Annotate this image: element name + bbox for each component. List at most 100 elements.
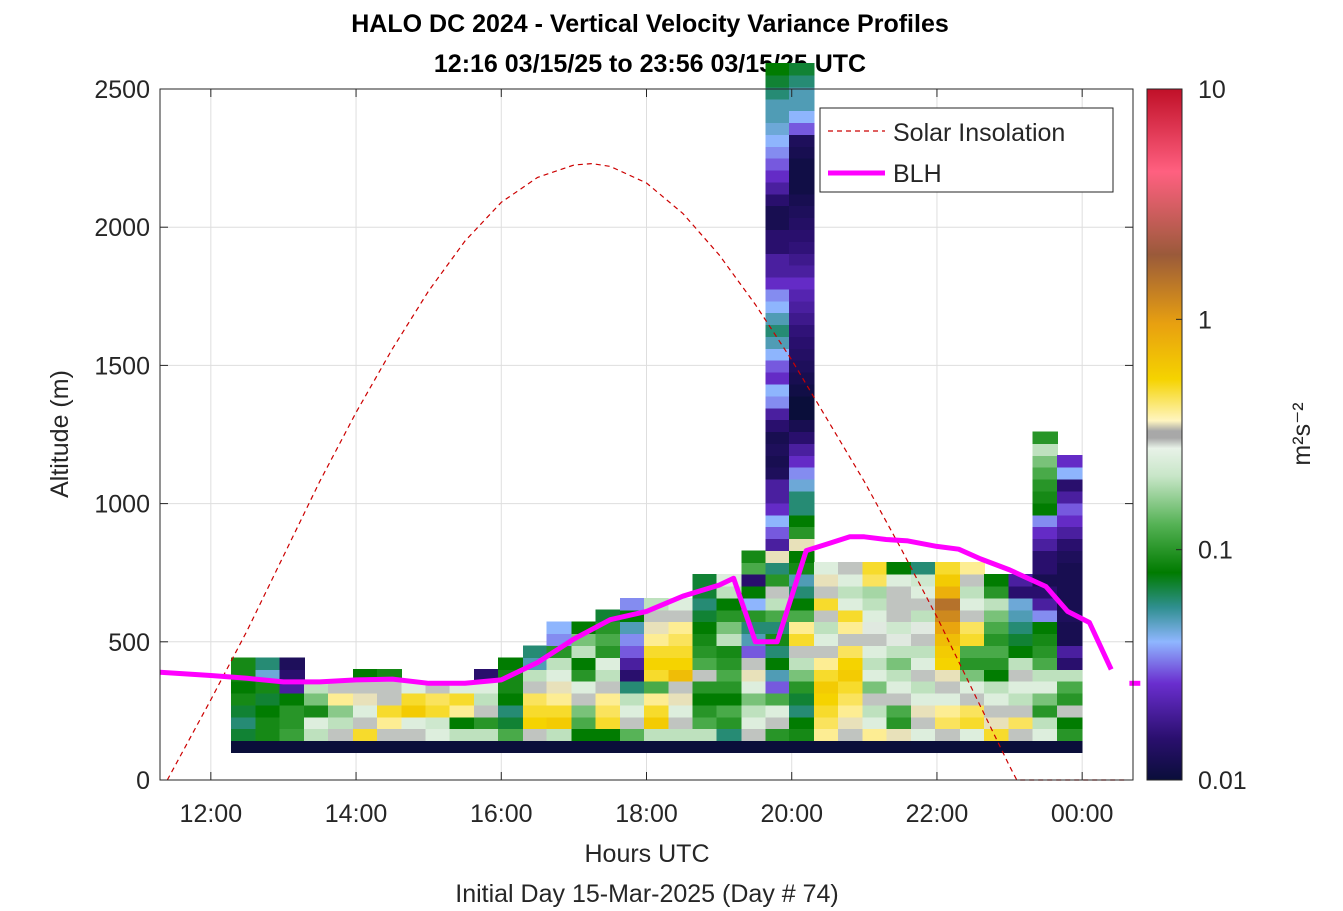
heatmap-cell <box>789 348 815 361</box>
heatmap-cell <box>983 740 1010 753</box>
heatmap-cell <box>1008 704 1034 718</box>
heatmap-cell <box>1032 692 1058 706</box>
heatmap-cell <box>692 692 718 706</box>
heatmap-cell <box>620 597 646 611</box>
heatmap-cell <box>425 704 451 718</box>
heatmap-cell <box>765 181 791 195</box>
heatmap-cell <box>886 669 912 682</box>
heatmap-cell <box>1057 479 1083 492</box>
heatmap-cell <box>789 395 815 409</box>
heatmap-cell <box>935 621 961 635</box>
heatmap-cell <box>789 490 815 504</box>
heatmap-cell <box>765 645 791 658</box>
heatmap-cell <box>1008 585 1034 599</box>
y-tick-label: 2500 <box>94 76 150 104</box>
heatmap-cell <box>765 312 791 326</box>
heatmap-cell <box>352 692 379 706</box>
heatmap-cell <box>1008 621 1034 635</box>
y-axis-ticks: 0 500 1000 1500 2000 2500 <box>94 76 1133 795</box>
heatmap-cell <box>644 728 670 742</box>
heatmap-cell <box>959 716 986 730</box>
heatmap-cell <box>765 526 791 540</box>
heatmap-cell <box>789 134 815 147</box>
heatmap-cell <box>595 692 621 706</box>
heatmap-cell <box>886 740 912 753</box>
heatmap-cell <box>765 538 791 551</box>
heatmap-cell <box>279 740 305 753</box>
x-axis-label-2: Initial Day 15-Mar-2025 (Day # 74) <box>455 880 839 908</box>
heatmap-cell <box>935 562 961 575</box>
heatmap-cell <box>813 669 840 682</box>
heatmap-cell <box>765 110 791 124</box>
heatmap-cell <box>449 704 475 718</box>
heatmap-cell <box>765 669 791 682</box>
heatmap-cell <box>983 704 1010 718</box>
heatmap-cell <box>692 740 718 753</box>
heatmap-cell <box>886 574 912 587</box>
heatmap-cell <box>765 502 791 516</box>
heatmap-cell <box>376 704 403 718</box>
heatmap-cell <box>959 681 986 694</box>
heatmap-cell <box>765 574 791 587</box>
heatmap-cell <box>1057 455 1083 468</box>
heatmap-cell <box>862 728 888 742</box>
heatmap-cell <box>765 443 791 456</box>
heatmap-cell <box>668 716 694 730</box>
heatmap-cell <box>328 716 354 730</box>
legend-blh-label: BLH <box>893 160 942 188</box>
heatmap-cell <box>837 574 864 587</box>
heatmap-cell <box>1008 669 1034 682</box>
heatmap-cell <box>813 692 840 706</box>
heatmap-cell <box>789 467 815 480</box>
heatmap-cell <box>1008 728 1034 742</box>
heatmap-cell <box>789 657 815 670</box>
heatmap-cell <box>692 574 718 587</box>
heatmap-cell <box>765 740 791 753</box>
heatmap-cell <box>959 669 986 682</box>
heatmap-cell <box>1057 502 1083 516</box>
heatmap-cell <box>765 205 791 219</box>
heatmap-cell <box>620 621 646 635</box>
heatmap-cell <box>959 645 986 658</box>
heatmap-cell <box>1008 692 1034 706</box>
heatmap-cell <box>716 716 742 730</box>
heatmap-cell <box>789 419 815 433</box>
heatmap-cell <box>813 609 840 623</box>
heatmap-cell <box>765 336 791 349</box>
heatmap-cell <box>1057 740 1083 753</box>
heatmap-cell <box>1057 609 1083 623</box>
heatmap-cell <box>376 728 403 742</box>
heatmap-cell <box>935 692 961 706</box>
heatmap-cell <box>837 716 864 730</box>
heatmap-cell <box>522 669 549 682</box>
heatmap-cell <box>1032 514 1058 528</box>
heatmap-cell <box>789 229 815 242</box>
heatmap-cell <box>716 597 742 611</box>
heatmap-cell <box>620 740 646 753</box>
heatmap-cell <box>983 657 1010 670</box>
heatmap-cell <box>789 193 815 207</box>
heatmap-cell <box>1057 467 1083 480</box>
heatmap-cell <box>1057 526 1083 540</box>
heatmap-cell <box>328 681 354 694</box>
heatmap-cell <box>571 669 597 682</box>
heatmap-cell <box>837 657 864 670</box>
heatmap-cell <box>230 692 257 706</box>
heatmap-cell <box>813 645 840 658</box>
heatmap-cell <box>522 728 549 742</box>
heatmap-cell <box>546 728 573 742</box>
heatmap-cell <box>401 728 427 742</box>
heatmap-cell <box>837 621 864 635</box>
y-tick-label: 1500 <box>94 352 150 380</box>
heatmap-cell <box>1032 479 1058 492</box>
heatmap-cell <box>716 609 742 623</box>
heatmap-cell <box>328 704 354 718</box>
heatmap-cell <box>546 657 573 670</box>
heatmap-cell <box>765 134 791 147</box>
heatmap-cell <box>1008 681 1034 694</box>
y-axis-label: Altitude (m) <box>46 370 74 498</box>
heatmap-cell <box>765 431 791 444</box>
heatmap-cell <box>692 621 718 635</box>
heatmap-cell <box>546 621 573 635</box>
heatmap-cell <box>765 716 791 730</box>
